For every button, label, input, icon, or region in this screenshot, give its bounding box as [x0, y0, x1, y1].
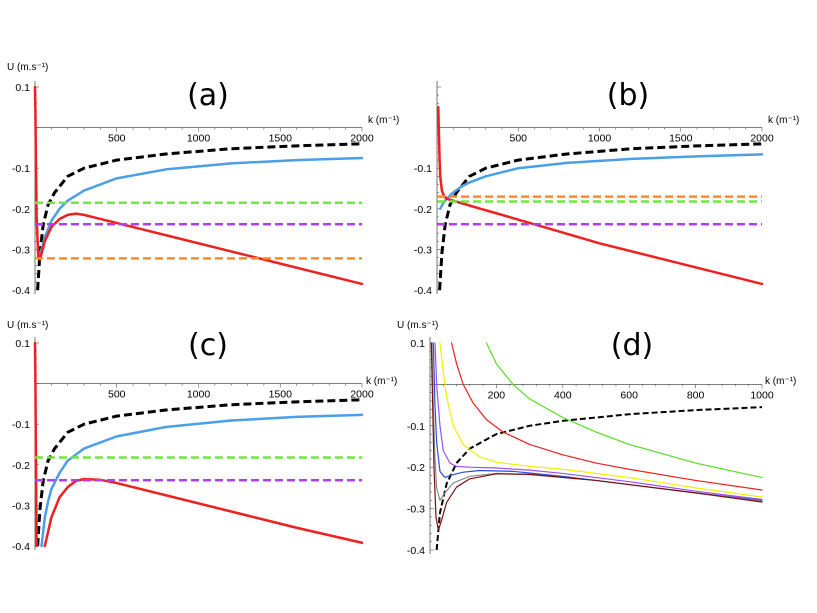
series-line-green [485, 342, 763, 479]
x-tick-label: 2000 [350, 389, 374, 401]
y-tick-label: -0.2 [414, 204, 432, 216]
series-line-red-right-branch- [43, 477, 364, 548]
x-tick-label: 1500 [269, 389, 293, 401]
y-tick-label: -0.1 [414, 163, 432, 175]
x-axis-label: k (m⁻¹) [765, 376, 796, 387]
series-group [430, 342, 763, 551]
series-group [33, 341, 364, 548]
series-line-purple [434, 342, 763, 501]
x-tick-label: 2000 [350, 133, 374, 145]
x-tick-label: 1500 [269, 133, 293, 145]
x-tick-label: 1000 [187, 133, 211, 145]
x-tick-label: 500 [108, 389, 126, 401]
panel-label: (d) [611, 328, 653, 363]
x-tick-label: 1500 [669, 133, 693, 145]
y-tick-label: -0.2 [12, 204, 30, 216]
y-tick-label: -0.3 [12, 500, 30, 512]
panel-label: (c) [188, 328, 228, 363]
series-line-red [450, 342, 763, 491]
y-tick-label: -0.3 [414, 244, 432, 256]
panel-label: (b) [607, 78, 649, 113]
y-tick-label: -0.3 [12, 244, 30, 256]
y-axis-label: U (m.s⁻¹) [397, 320, 438, 331]
y-tick-label: -0.4 [414, 285, 432, 297]
y-tick-label: -0.2 [407, 462, 425, 474]
x-tick-label: 200 [488, 389, 506, 401]
x-axis-label: k (m⁻¹) [768, 115, 799, 126]
series-group [437, 106, 764, 291]
panel-d: 200 400 600 800 1000 0.1 -0.1 -0.2 -0.3 -0.4 U (m.… [397, 320, 796, 557]
y-tick-label: -0.3 [407, 504, 425, 516]
x-tick-label: 1000 [750, 389, 774, 401]
y-tick-label: -0.1 [12, 419, 30, 431]
y-tick-label: 0.1 [15, 338, 30, 350]
series-line-yellow [439, 342, 763, 498]
x-tick-label: 500 [509, 133, 527, 145]
y-axis-label: U (m.s⁻¹) [7, 62, 48, 73]
x-tick-label: 1000 [187, 389, 211, 401]
series-line-red [33, 341, 38, 548]
series-line-dark-red [430, 342, 763, 531]
panel-a: 500 1000 1500 2000 0.1 -0.1 -0.2 -0.3 -0.4 U (m.s… [7, 62, 399, 297]
y-tick-label: -0.2 [12, 460, 30, 472]
x-tick-label: 2000 [750, 133, 774, 145]
panel-b: 500 1000 1500 2000 -0.1 -0.2 -0.3 -0.4 k (m⁻¹) (b… [414, 78, 799, 297]
y-tick-label: 0.1 [15, 82, 30, 94]
panel-c: 500 1000 1500 2000 0.1 -0.1 -0.2 -0.3 -0.4 U (m.s… [7, 320, 397, 553]
series-line-black-dashed [435, 406, 763, 551]
series-line-black-dashed [438, 142, 763, 291]
y-tick-label: -0.4 [12, 541, 30, 553]
y-axis-label: U (m.s⁻¹) [7, 320, 48, 331]
x-tick-label: 500 [108, 133, 126, 145]
y-tick-label: -0.4 [407, 545, 425, 557]
series-line-blue [40, 413, 364, 548]
x-tick-label: 1000 [588, 133, 612, 145]
y-tick-label: -0.1 [12, 163, 30, 175]
x-axis-label: k (m⁻¹) [366, 376, 397, 387]
x-tick-label: 800 [687, 389, 705, 401]
x-axis-label: k (m⁻¹) [368, 115, 399, 126]
series-line-blue [37, 156, 364, 259]
series-group [33, 85, 364, 291]
panel-label: (a) [187, 78, 229, 113]
y-tick-label: 0.1 [410, 338, 425, 350]
series-line-black-dashed [36, 398, 363, 547]
series-line-black-dashed [36, 142, 363, 291]
x-tick-label: 600 [620, 389, 638, 401]
x-tick-label: 400 [554, 389, 572, 401]
y-tick-label: -0.1 [407, 421, 425, 433]
series-line-red [33, 85, 364, 286]
y-tick-label: -0.4 [12, 285, 30, 297]
